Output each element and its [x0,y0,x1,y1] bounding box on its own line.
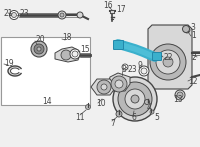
Text: 3: 3 [190,22,195,31]
Circle shape [34,44,44,54]
Circle shape [72,51,78,57]
Text: 19: 19 [4,59,14,67]
Circle shape [163,57,173,67]
Text: 23: 23 [20,10,30,19]
Text: 12: 12 [188,77,198,86]
Circle shape [118,82,152,116]
Circle shape [182,25,190,32]
Circle shape [131,95,139,103]
Polygon shape [108,73,130,91]
Circle shape [86,105,90,110]
Circle shape [175,90,185,100]
Text: 13: 13 [173,95,183,103]
Text: 16: 16 [103,1,113,10]
Circle shape [77,12,83,18]
Text: 21: 21 [3,9,12,17]
FancyBboxPatch shape [114,41,124,50]
Text: 18: 18 [62,34,72,42]
Text: 14: 14 [42,96,52,106]
Circle shape [61,50,71,60]
Text: 11: 11 [75,112,84,122]
Circle shape [141,68,147,74]
Circle shape [113,77,157,121]
Text: 20: 20 [35,35,45,45]
Circle shape [116,111,122,117]
Circle shape [37,47,41,51]
Text: 2: 2 [192,52,197,61]
Text: 10: 10 [96,100,106,108]
Circle shape [150,44,186,80]
Text: 9: 9 [137,61,142,70]
Text: 4: 4 [147,102,152,112]
Circle shape [60,13,64,17]
Circle shape [177,92,183,98]
Text: 6: 6 [132,112,137,122]
Circle shape [139,66,149,76]
Text: 7: 7 [110,118,115,127]
Circle shape [184,27,190,33]
Text: 17: 17 [116,5,126,15]
Circle shape [125,89,145,109]
Text: 8: 8 [121,66,126,75]
Text: 23: 23 [128,66,138,75]
Text: 15: 15 [80,46,90,55]
Circle shape [122,64,128,70]
FancyBboxPatch shape [153,52,162,61]
Circle shape [144,100,150,105]
Circle shape [97,80,111,94]
Circle shape [12,12,16,17]
Circle shape [70,49,80,59]
Text: 5: 5 [154,112,159,122]
Circle shape [115,80,123,88]
Polygon shape [55,47,80,62]
Circle shape [150,110,154,114]
Circle shape [101,84,107,90]
FancyBboxPatch shape [1,37,90,105]
Circle shape [156,50,180,74]
Polygon shape [91,79,116,95]
Circle shape [10,10,18,20]
Circle shape [58,11,66,19]
Circle shape [111,76,127,92]
FancyBboxPatch shape [110,10,114,13]
Polygon shape [148,25,192,89]
Text: 1: 1 [191,30,196,40]
Circle shape [31,41,47,57]
Text: 22: 22 [163,52,172,61]
